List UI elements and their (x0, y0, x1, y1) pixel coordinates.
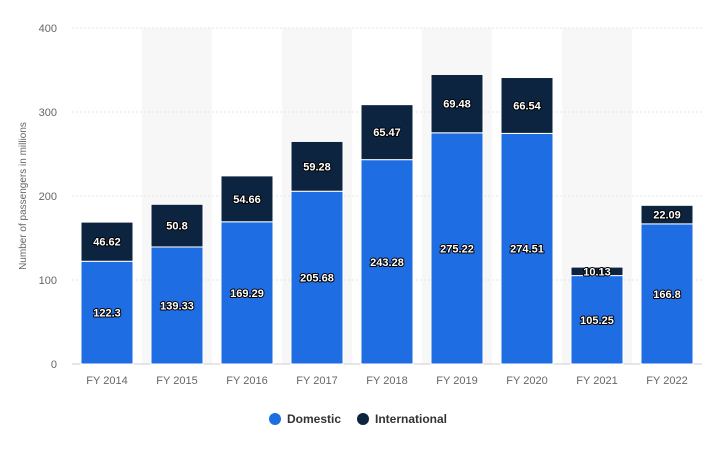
bar-segment-international (290, 140, 344, 192)
data-label: 169.29 (230, 288, 264, 300)
data-label: 122.3 (93, 308, 121, 320)
x-tick-label: FY 2016 (226, 375, 267, 387)
legend-marker-international (357, 413, 369, 425)
x-tick-label: FY 2021 (576, 375, 617, 387)
y-tick-label: 400 (39, 23, 57, 35)
data-label: 274.51 (510, 244, 544, 256)
legend-label: Domestic (287, 412, 341, 426)
data-label: 205.68 (300, 273, 334, 285)
data-label: 59.28 (303, 161, 331, 173)
data-label: 66.54 (513, 100, 541, 112)
y-tick-label: 0 (51, 359, 57, 371)
y-axis: 0 100 200 300 400 (39, 23, 57, 371)
x-axis: FY 2014 FY 2015 FY 2016 FY 2017 FY 2018 FY 20… (86, 375, 687, 387)
data-label: 10.13 (583, 266, 611, 278)
bar-segment-international (150, 203, 204, 248)
bar-segment-domestic (220, 221, 274, 365)
legend-marker-domestic (269, 413, 281, 425)
bar-segment-domestic (80, 260, 134, 365)
data-label: 50.8 (166, 221, 187, 233)
y-tick-label: 200 (39, 191, 57, 203)
bar-segment-domestic (640, 223, 694, 365)
x-tick-label: FY 2019 (436, 375, 477, 387)
data-label: 166.8 (653, 289, 681, 301)
bar-segment-domestic (150, 246, 204, 365)
data-label: 243.28 (370, 257, 404, 269)
bar-segment-domestic (430, 132, 484, 365)
bar-segment-international (500, 77, 554, 134)
data-label: 275.22 (440, 243, 474, 255)
x-tick-label: FY 2020 (506, 375, 547, 387)
data-label: 46.62 (93, 237, 121, 249)
y-tick-label: 100 (39, 275, 57, 287)
data-label: 105.25 (580, 315, 614, 327)
data-label: 22.09 (653, 210, 681, 222)
bar-segment-domestic (290, 190, 344, 365)
bar-segment-international (360, 104, 414, 161)
bar-segment-international (220, 175, 274, 223)
bar-segment-domestic (360, 159, 414, 365)
bar-series: 122.3 46.62 139.33 50.8 169.29 54.66 205.68 59.… (80, 73, 694, 365)
bar-segment-domestic (500, 132, 554, 365)
data-label: 69.48 (443, 99, 471, 111)
bar-segment-international (570, 266, 624, 277)
bar-segment-international (430, 73, 484, 134)
x-tick-label: FY 2015 (156, 375, 197, 387)
x-tick-label: FY 2022 (646, 375, 687, 387)
y-tick-label: 300 (39, 107, 57, 119)
x-tick-label: FY 2017 (296, 375, 337, 387)
bar-segment-international (80, 221, 134, 262)
x-tick-label: FY 2014 (86, 375, 127, 387)
x-tick-label: FY 2018 (366, 375, 407, 387)
data-label: 65.47 (373, 127, 401, 139)
bar-segment-international (640, 204, 694, 225)
data-label: 54.66 (233, 194, 261, 206)
legend: Domestic International (269, 412, 447, 426)
data-label: 139.33 (160, 300, 194, 312)
legend-label: International (375, 412, 447, 426)
y-axis-title: Number of passengers in millions (18, 122, 29, 270)
bar-segment-domestic (570, 275, 624, 365)
